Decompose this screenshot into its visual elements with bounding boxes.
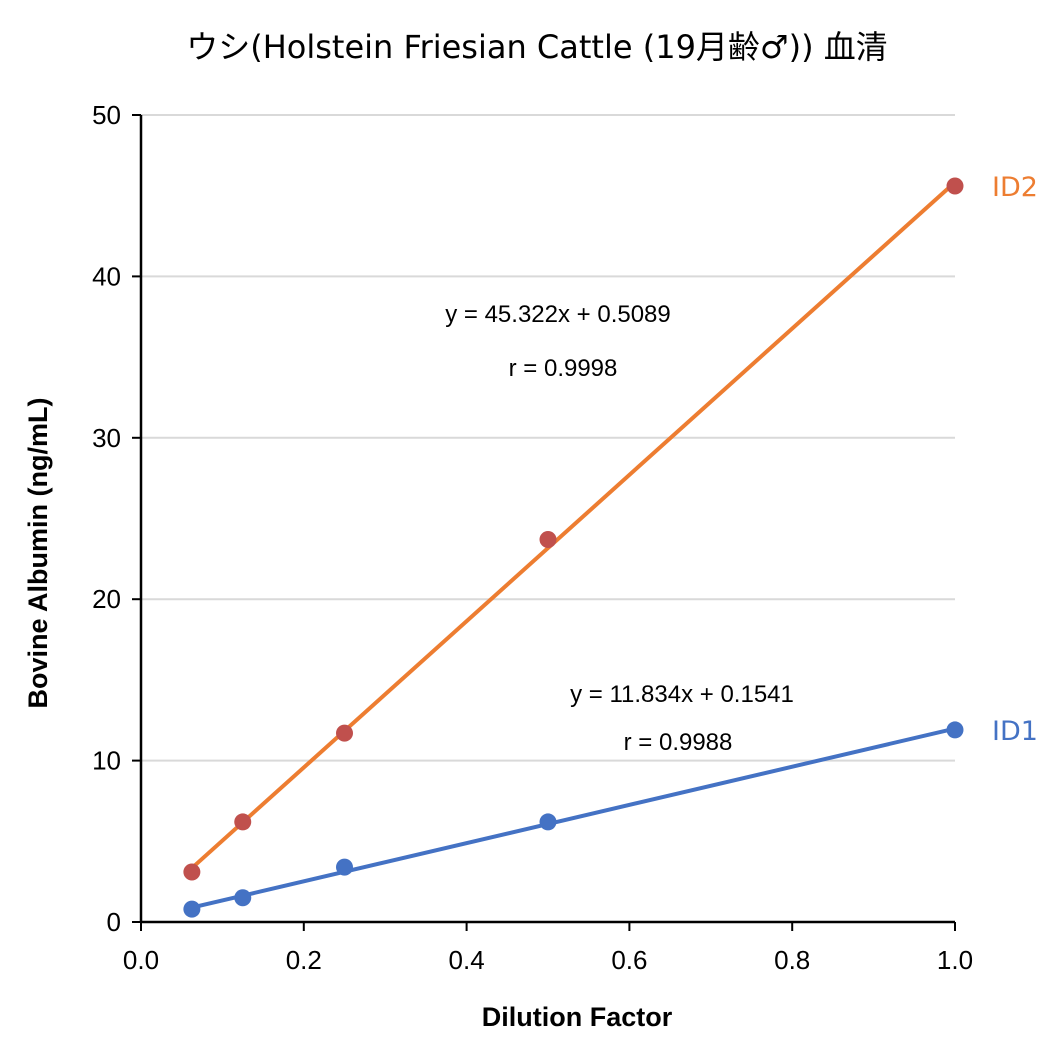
data-point-id2 — [946, 177, 964, 195]
data-point-id1 — [234, 889, 252, 907]
equation-id2: y = 45.322x + 0.5089 — [445, 301, 671, 328]
trendline-id1 — [189, 726, 957, 910]
x-tick-label: 0.6 — [611, 945, 647, 975]
data-point-id2 — [234, 813, 252, 831]
trendlines — [189, 180, 957, 910]
y-tick-label: 10 — [92, 746, 121, 776]
data-point-id1 — [183, 900, 201, 918]
r-value-id1: r = 0.9988 — [624, 729, 733, 756]
series-label-id1: ID1 — [992, 716, 1038, 747]
y-tick-label: 40 — [92, 261, 121, 291]
data-point-id2 — [539, 530, 557, 548]
x-tick-label: 0.4 — [449, 945, 485, 975]
axes — [132, 114, 956, 931]
x-tick-label: 1.0 — [937, 945, 973, 975]
x-tick-label: 0.2 — [286, 945, 322, 975]
x-tick-label: 0.8 — [774, 945, 810, 975]
y-axis-title: Bovine Albumin (ng/mL) — [23, 398, 53, 709]
equation-id1: y = 11.834x + 0.1541 — [570, 681, 794, 708]
data-point-id1 — [539, 813, 557, 831]
trendline-id2 — [189, 180, 957, 871]
r-value-id2: r = 0.9998 — [509, 355, 618, 382]
y-tick-label: 30 — [92, 423, 121, 453]
y-tick-label: 20 — [92, 584, 121, 614]
data-point-id1 — [946, 721, 964, 739]
x-axis-title: Dilution Factor — [482, 1002, 673, 1032]
tick-labels: 0 10 20 30 40 50 0.0 0.2 0.4 0.6 0.8 1.0 — [92, 100, 973, 975]
data-point-id2 — [336, 724, 353, 742]
chart-title: ウシ(Holstein Friesian Cattle (19月齢♂)) 血清 — [186, 28, 888, 66]
data-point-id2 — [183, 863, 201, 881]
annotations: ID2 y = 45.322x + 0.5089 r = 0.9998 ID1 y = … — [445, 172, 1038, 756]
data-point-id1 — [336, 858, 353, 876]
series-label-id2: ID2 — [992, 172, 1038, 203]
data-points — [183, 177, 964, 918]
x-tick-label: 0.0 — [123, 945, 159, 975]
y-tick-label: 50 — [92, 100, 121, 130]
gridlines — [141, 114, 955, 762]
y-tick-label: 0 — [107, 907, 121, 937]
